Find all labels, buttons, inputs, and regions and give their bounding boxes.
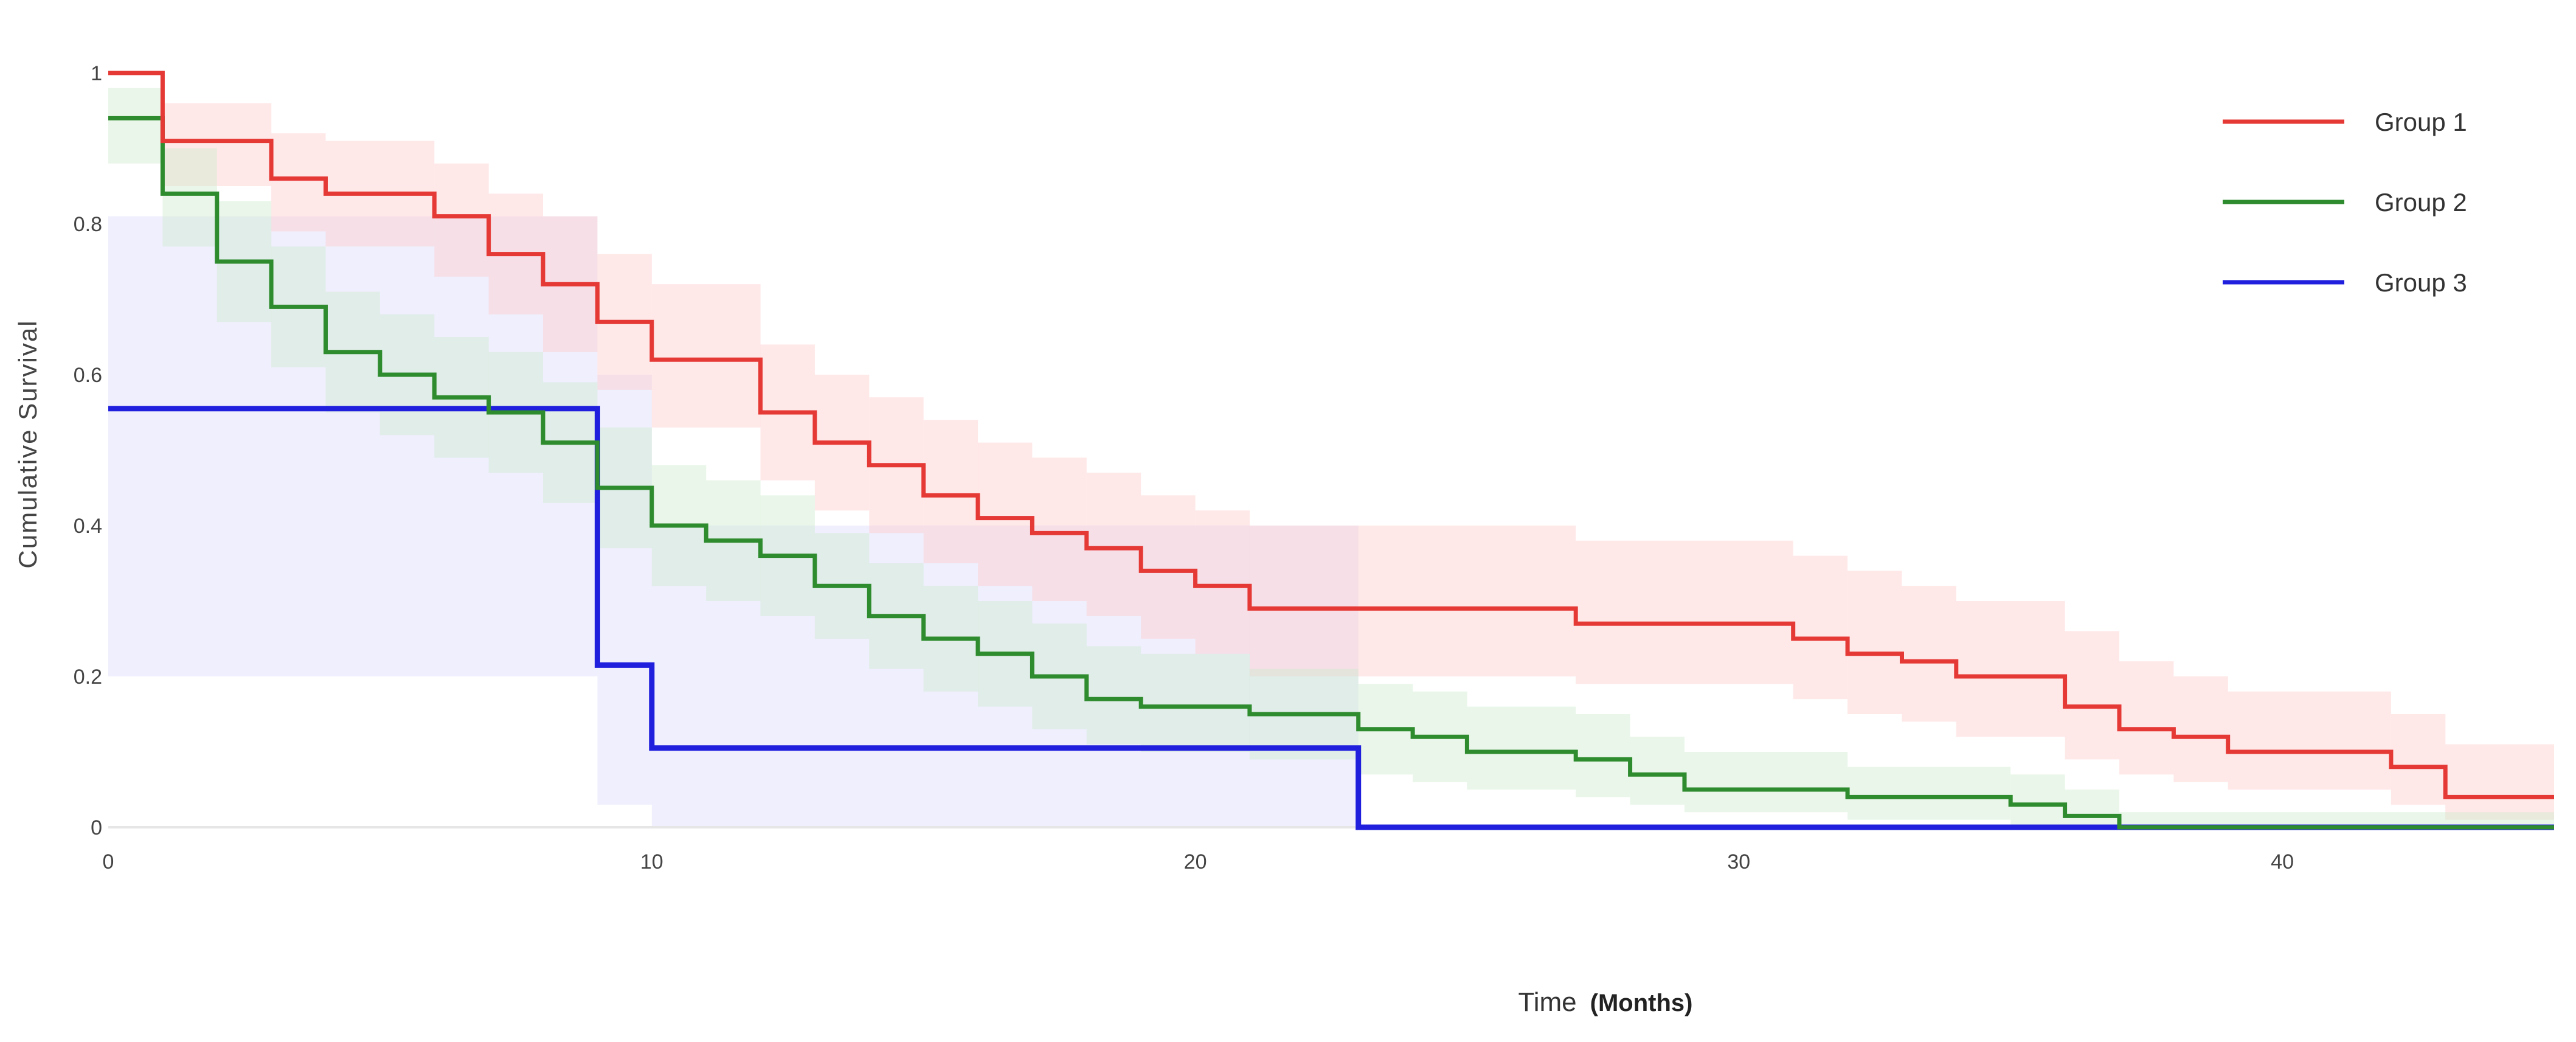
y-axis-ticks: 0 0.2 0.4 0.6 0.8 1 [74,62,102,839]
group-2-ci-band-26 [1684,752,1848,813]
group-1-ci-band-19 [1576,540,1793,684]
group-2-ci-band-19 [1141,653,1250,752]
legend: Group 1 Group 2 Group 3 [2223,108,2467,297]
group-1-ci-band-24 [2065,631,2119,760]
group-1-ci-band-29 [2445,744,2554,820]
group-2-line [108,116,2554,830]
y-tick-label-3: 0.6 [74,364,102,387]
group-1-ci-band-8 [651,284,761,428]
group-2-ci-band-24 [1576,714,1630,797]
group-1-ci-band-26 [2173,676,2228,782]
x-axis-label-unit: (Months) [1590,990,1693,1016]
series-lines [108,71,2554,830]
group-1-ci-band-23 [1956,601,2065,737]
group-2-ci-band-18 [1086,646,1141,745]
group-2-ci-band-28 [2010,774,2065,827]
group-3-ci-band-1 [597,375,652,805]
group-1-ci-band-1 [162,103,272,186]
y-axis-label: Cumulative Survival [13,319,42,568]
x-axis-label: Time (Months) [1518,987,1693,1017]
x-tick-label-3: 30 [1727,850,1750,874]
group-2-ci-band-27 [1847,766,2011,820]
group-2-ci-band-25 [1630,737,1684,805]
legend-label-group-3: Group 3 [2375,268,2467,297]
x-tick-label-0: 0 [103,850,114,874]
group-1-ci-band-22 [1902,586,1956,722]
group-1-ci-band-17 [1195,510,1250,654]
group-2-ci-band-0 [108,88,163,164]
legend-item-group-3: Group 3 [2223,268,2467,297]
group-3-ci-band-2 [651,526,1359,827]
legend-label-group-1: Group 1 [2375,108,2467,136]
group-1-line [108,71,2554,799]
x-tick-label-4: 40 [2271,850,2294,874]
group-3-ci-band-0 [108,216,598,677]
y-tick-label-4: 0.8 [74,213,102,236]
group-2-ci-band-29 [2065,790,2119,827]
group-1-ci-band-27 [2228,691,2391,790]
group-1-ci-band-21 [1847,571,1902,714]
legend-item-group-1: Group 1 [2223,108,2467,136]
legend-label-group-2: Group 2 [2375,188,2467,217]
y-tick-label-0: 0 [91,816,102,839]
confidence-bands [108,88,2554,827]
group-1-ci-band-16 [1141,495,1196,639]
group-2-ci-band-23 [1467,706,1576,790]
group-1-ci-band-13 [978,442,1033,586]
group-1-ci-band-12 [923,420,978,563]
x-tick-label-1: 10 [640,850,663,874]
group-1-ci-band-20 [1793,555,1848,700]
x-tick-label-2: 20 [1184,850,1207,874]
group-1-ci-band-28 [2391,714,2446,805]
legend-item-group-2: Group 2 [2223,188,2467,217]
group-1-ci-band-18 [1249,526,1576,676]
x-axis-ticks: 0 10 20 30 40 [103,850,2294,874]
group-1-ci-band-4 [434,163,489,277]
group-1-ci-band-25 [2119,661,2174,775]
y-tick-label-2: 0.4 [74,515,102,538]
y-tick-label-1: 0.2 [74,665,102,689]
x-axis-label-text: Time [1518,987,1577,1017]
group-2-ci-band-1 [162,148,217,247]
group-1-ci-band-14 [1032,457,1087,601]
group-1-ci-band-15 [1086,473,1141,616]
group-1-ci-band-2 [271,133,326,232]
y-tick-label-5: 1 [91,62,102,85]
